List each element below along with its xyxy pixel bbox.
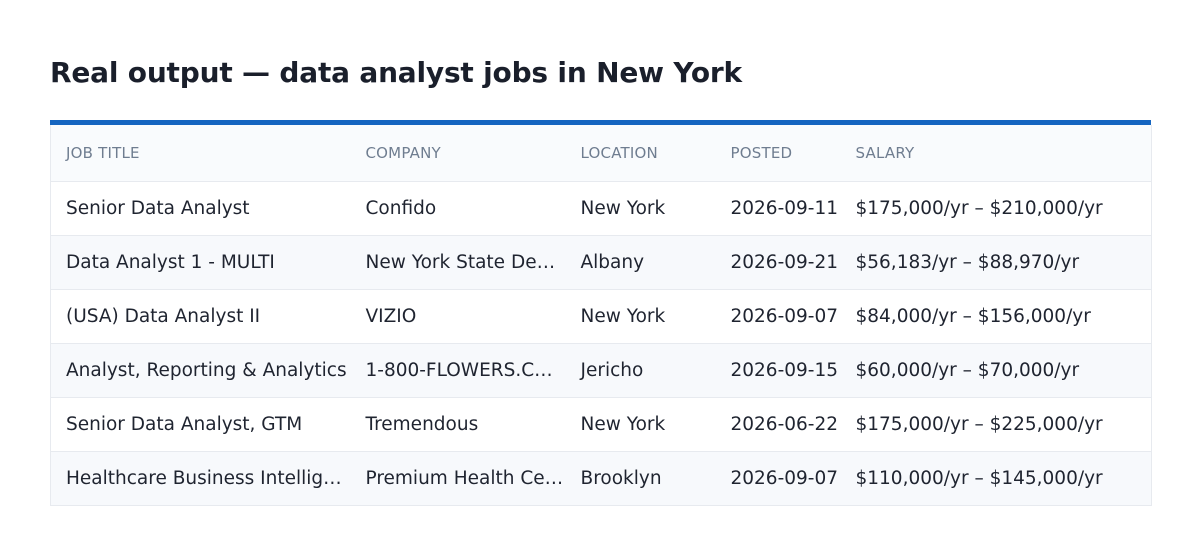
job-title-cell: Senior Data Analyst xyxy=(50,181,351,236)
table-row: Data Analyst 1 - MULTI New York State De… xyxy=(50,235,1152,290)
posted-cell: 2026-09-07 xyxy=(730,467,839,489)
posted-cell: 2026-06-22 xyxy=(715,397,841,452)
salary-cell: $84,000/yr – $156,000/yr xyxy=(840,289,1152,344)
page-title: Real output — data analyst jobs in New Y… xyxy=(50,56,742,89)
job-title-cell: Analyst, Reporting & Analytics xyxy=(50,343,351,398)
location-cell: Albany xyxy=(565,235,716,290)
company-cell: VIZIO xyxy=(350,289,566,344)
table-row: Analyst, Reporting & Analytics 1-800-FLO… xyxy=(50,343,1152,398)
table-row: Senior Data Analyst, GTM Tremendous New … xyxy=(50,397,1152,452)
posted-cell: 2026-09-15 xyxy=(715,343,841,398)
posted-cell: 2026-09-07 xyxy=(715,289,841,344)
column-header-posted: Posted xyxy=(715,125,841,182)
table-body: Senior Data Analyst Confido New York 202… xyxy=(50,181,1152,505)
job-title-cell: Healthcare Business Intellige… xyxy=(66,467,351,489)
salary-cell: $110,000/yr – $145,000/yr xyxy=(855,467,1103,489)
posted-cell: 2026-09-11 xyxy=(715,181,841,236)
table-row: Healthcare Business Intellige… Premium H… xyxy=(50,451,1152,505)
company-cell: New York State Depar… xyxy=(350,235,566,290)
location-cell: New York xyxy=(565,181,716,236)
job-title-cell: Senior Data Analyst, GTM xyxy=(50,397,351,452)
location-cell: New York xyxy=(565,289,716,344)
job-title-cell: Data Analyst 1 - MULTI xyxy=(50,235,351,290)
company-cell: Confido xyxy=(350,181,566,236)
salary-cell: $175,000/yr – $225,000/yr xyxy=(840,397,1152,452)
company-cell: 1-800-FLOWERS.COM, I… xyxy=(350,343,566,398)
jobs-table: Job title Company Location Posted Salary… xyxy=(50,125,1152,506)
column-header-company: Company xyxy=(350,125,566,182)
header-row: Job title Company Location Posted Salary xyxy=(50,125,1152,182)
jobs-table-container: Job title Company Location Posted Salary… xyxy=(50,120,1152,506)
salary-cell: $56,183/yr – $88,970/yr xyxy=(840,235,1152,290)
table-header: Job title Company Location Posted Salary xyxy=(50,125,1152,182)
posted-cell: 2026-09-21 xyxy=(715,235,841,290)
company-cell: Premium Health Center xyxy=(365,467,566,489)
company-cell: Tremendous xyxy=(350,397,566,452)
location-cell: Jericho xyxy=(565,343,716,398)
table-row: Senior Data Analyst Confido New York 202… xyxy=(50,181,1152,236)
table-row: (USA) Data Analyst II VIZIO New York 202… xyxy=(50,289,1152,344)
location-cell: Brooklyn xyxy=(580,467,662,489)
salary-cell: $60,000/yr – $70,000/yr xyxy=(840,343,1152,398)
job-title-cell: (USA) Data Analyst II xyxy=(50,289,351,344)
location-cell: New York xyxy=(565,397,716,452)
column-header-location: Location xyxy=(565,125,716,182)
column-header-salary: Salary xyxy=(840,125,1152,182)
column-header-job-title: Job title xyxy=(50,125,351,182)
salary-cell: $175,000/yr – $210,000/yr xyxy=(840,181,1152,236)
